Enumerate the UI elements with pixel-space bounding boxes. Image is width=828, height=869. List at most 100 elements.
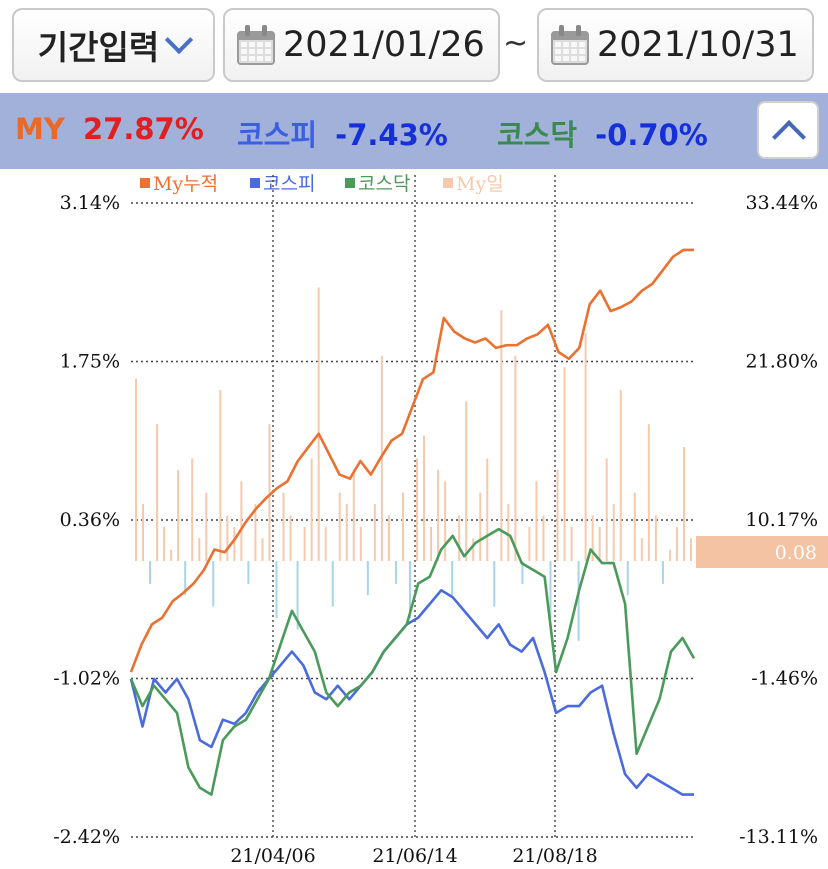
my-daily-bar (591, 515, 594, 562)
summary-my: MY 27.87% (15, 112, 204, 146)
period-input-dropdown[interactable]: 기간입력 (12, 8, 215, 82)
left-tick-label: 3.14% (60, 192, 120, 214)
summary-my-value: 27.87% (82, 112, 204, 146)
my-daily-bar (268, 424, 271, 562)
my-daily-bar (324, 526, 327, 562)
current-value-badge: 0.08 (696, 536, 828, 568)
my-daily-bar (275, 561, 278, 619)
my-daily-bar (584, 332, 587, 562)
my-daily-bar (296, 561, 299, 630)
my-daily-bar (437, 469, 440, 562)
my-daily-bar (661, 561, 664, 584)
my-daily-bar (444, 481, 447, 562)
my-daily-bar (542, 515, 545, 562)
my-daily-bar (451, 561, 454, 596)
chart-grid (131, 175, 694, 838)
summary-kosdaq: 코스닥 -0.70% (497, 112, 708, 154)
my-daily-bar (142, 504, 145, 562)
my-daily-bar (500, 310, 503, 562)
period-input-label: 기간입력 (37, 28, 160, 67)
toolbar: 기간입력 2021/01/26 ~ 2021/10/31 (0, 0, 828, 93)
my-daily-bar (682, 447, 685, 562)
left-tick-label: -1.02% (53, 668, 120, 690)
my-daily-bar (654, 515, 657, 562)
chevron-down-icon (165, 25, 194, 55)
legend-swatch (250, 178, 260, 188)
date-range-separator: ~ (503, 26, 529, 61)
my-daily-bar (219, 390, 222, 562)
end-date-text: 2021/10/31 (597, 25, 799, 65)
my-daily-bar (331, 561, 334, 607)
my-daily-bar (303, 526, 306, 562)
my-daily-bar (570, 526, 573, 562)
my-daily-bar (380, 355, 383, 562)
calendar-icon (237, 25, 275, 65)
my-daily-bar (163, 526, 166, 562)
legend-swatch (345, 178, 355, 188)
start-date-button[interactable]: 2021/01/26 (223, 8, 500, 82)
my-daily-bar (528, 526, 531, 562)
my-daily-bar (423, 435, 426, 562)
start-date-text: 2021/01/26 (283, 25, 485, 65)
legend-swatch (443, 178, 453, 188)
my-daily-bar (254, 504, 257, 562)
my-daily-bar (556, 469, 559, 562)
my-daily-bar (359, 526, 362, 562)
my-daily-bar (352, 469, 355, 562)
my-cumulative-line (129, 248, 694, 673)
my-daily-bar (619, 390, 622, 562)
right-tick-label: 10.17% (746, 509, 818, 531)
my-daily-bar (486, 458, 489, 562)
my-daily-bar (366, 561, 369, 596)
my-daily-bar (507, 504, 510, 562)
my-daily-bar (521, 561, 524, 584)
legend-label: My누적 (153, 173, 218, 195)
my-daily-bar (191, 458, 194, 562)
my-daily-bar (563, 367, 566, 562)
return-chart: My누적 코스피 코스닥 My일 3.14% 33.44% 1.75% 21.80% 0.36… (53, 173, 828, 867)
left-tick-label: 1.75% (60, 351, 120, 373)
my-daily-bar (261, 538, 264, 562)
x-tick-label: 21/08/18 (512, 845, 597, 867)
my-daily-bar (373, 504, 376, 562)
my-daily-bar (310, 458, 313, 562)
kospi-line (129, 588, 694, 796)
summary-kosdaq-value: -0.70% (595, 118, 708, 152)
my-daily-bar (394, 561, 397, 584)
my-daily-bar (465, 401, 468, 562)
return-summary-bar: MY 27.87% 코스피 -7.43% 코스닥 -0.70% (0, 93, 828, 169)
summary-kospi-label: 코스피 (237, 118, 318, 152)
collapse-button[interactable] (757, 101, 819, 159)
my-daily-bar (479, 492, 482, 562)
my-daily-bar (177, 469, 180, 562)
my-daily-bar (135, 378, 137, 562)
my-daily-bar (690, 538, 692, 562)
my-daily-bar (612, 504, 615, 562)
kosdaq-line (129, 527, 696, 796)
my-daily-bar (282, 492, 285, 562)
chevron-up-icon (772, 120, 806, 154)
my-daily-bar (605, 458, 608, 562)
my-daily-bar (549, 561, 552, 619)
my-daily-bar (408, 561, 411, 619)
my-daily-bar (626, 561, 629, 596)
my-daily-bar (170, 549, 173, 562)
my-daily-bar (401, 492, 404, 562)
my-daily-bar (472, 538, 475, 562)
right-tick-label: -13.11% (739, 826, 818, 848)
end-date-button[interactable]: 2021/10/31 (537, 8, 814, 82)
x-tick-label: 21/04/06 (230, 845, 315, 867)
right-tick-label: -1.46% (751, 668, 818, 690)
right-tick-label: 21.80% (746, 351, 818, 373)
my-daily-bar (430, 526, 433, 562)
my-daily-bar (338, 492, 341, 562)
my-daily-bar (514, 355, 517, 562)
my-daily-bar (226, 515, 229, 562)
my-daily-bar (317, 287, 320, 562)
my-daily-bar (633, 492, 636, 562)
chart-lines (129, 248, 696, 796)
my-daily-bar (647, 424, 650, 562)
current-value-badge-bg (696, 536, 828, 568)
summary-kospi: 코스피 -7.43% (237, 112, 448, 154)
my-daily-bar (149, 561, 152, 584)
